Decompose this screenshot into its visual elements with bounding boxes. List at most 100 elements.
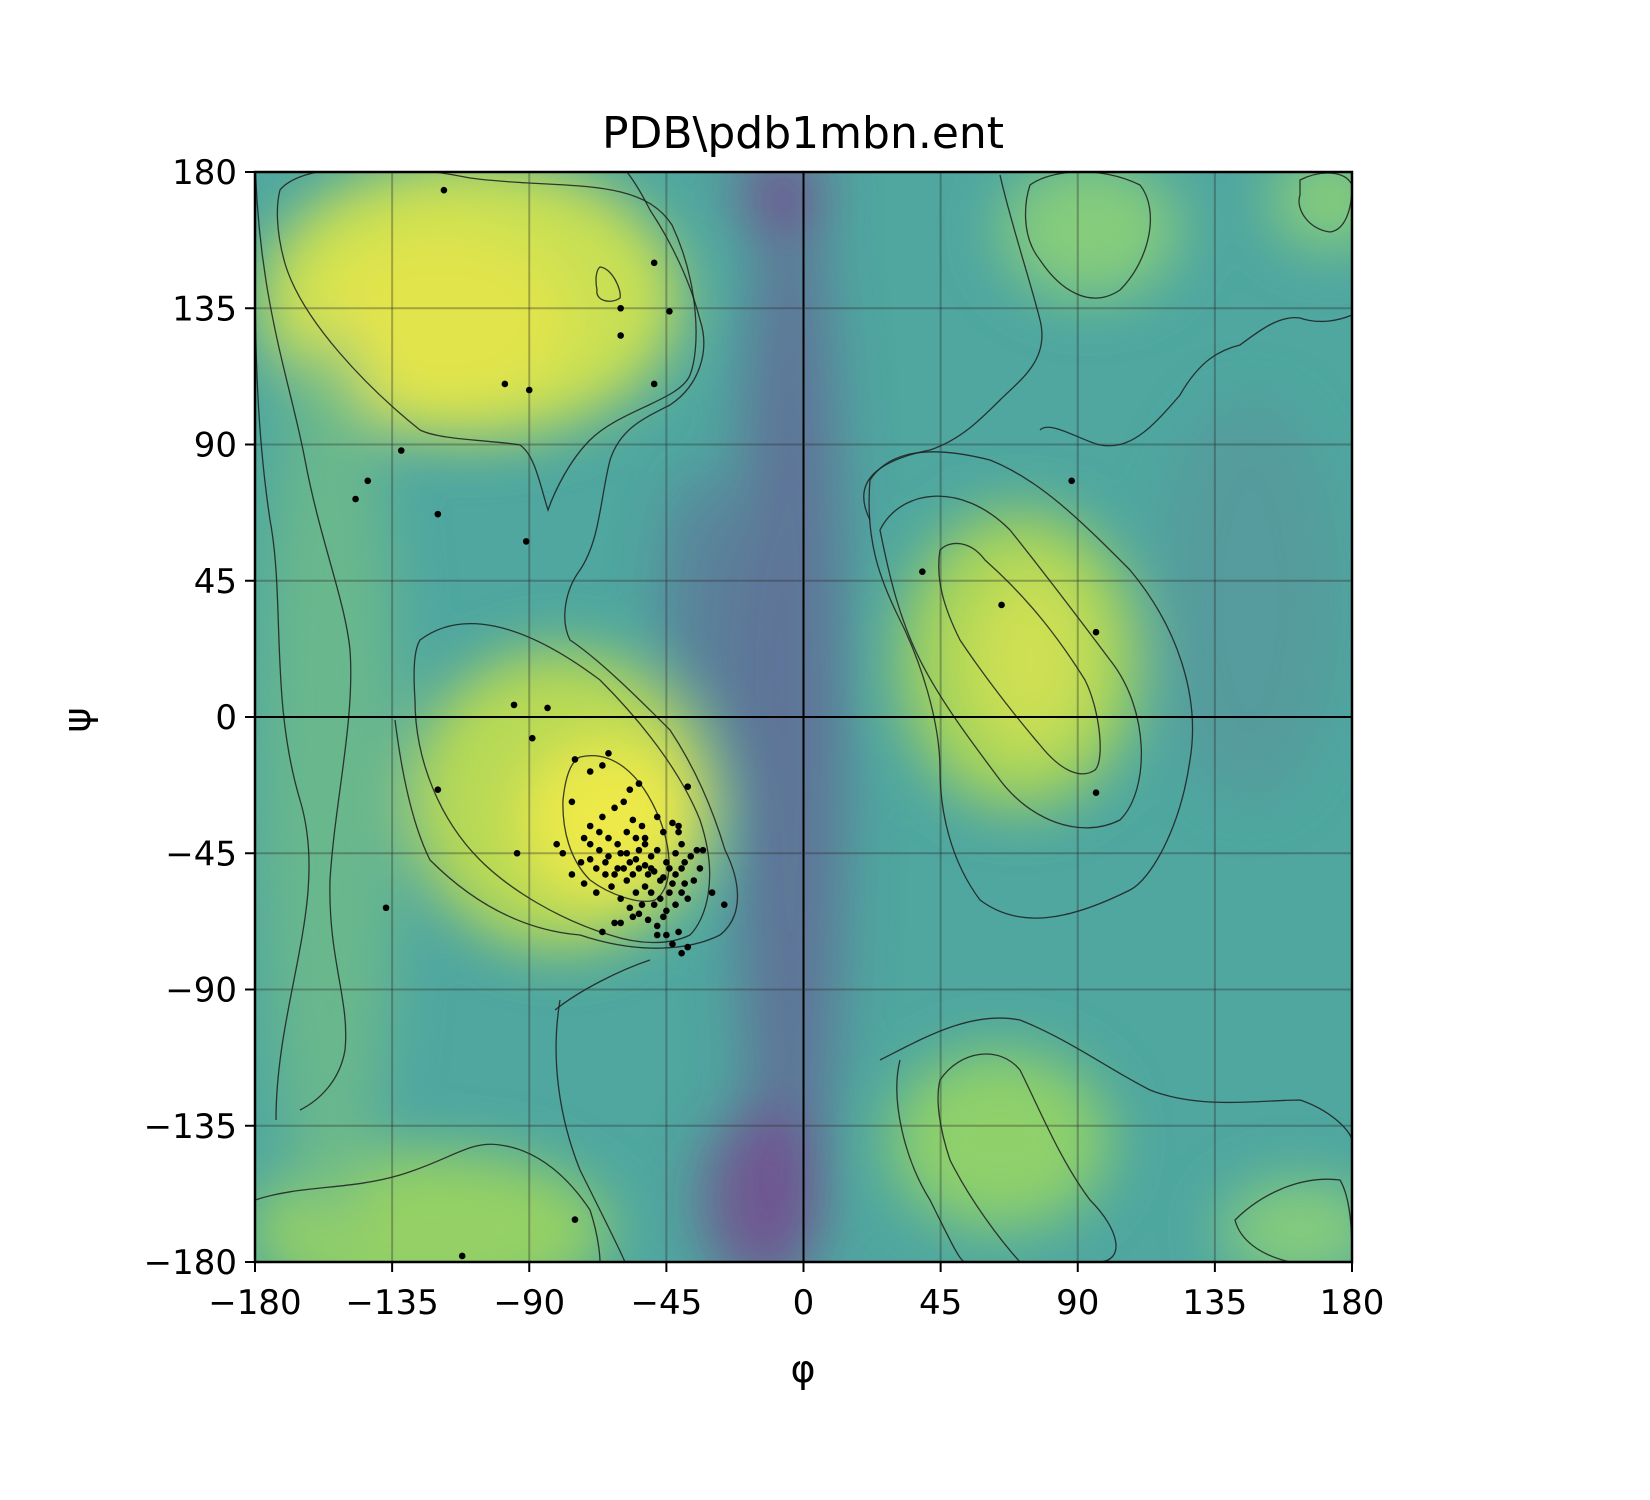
heat-low-top bbox=[735, 172, 825, 230]
grid-lines bbox=[255, 172, 1352, 1262]
contour-line-19 bbox=[554, 959, 651, 1011]
data-point-8 bbox=[397, 447, 405, 454]
data-point-13 bbox=[510, 701, 518, 709]
data-point-105 bbox=[635, 846, 643, 854]
data-point-36 bbox=[647, 852, 655, 860]
data-point-88 bbox=[678, 865, 685, 872]
data-point-103 bbox=[699, 846, 707, 854]
contour-line-10 bbox=[1039, 314, 1352, 447]
data-point-21 bbox=[571, 756, 579, 763]
data-point-111 bbox=[678, 840, 685, 848]
data-point-68 bbox=[635, 910, 643, 918]
y-tick-label-3: −45 bbox=[165, 834, 237, 874]
data-point-6 bbox=[501, 380, 509, 388]
data-point-38 bbox=[660, 828, 667, 836]
contour-line-6 bbox=[394, 172, 739, 949]
data-point-69 bbox=[644, 916, 652, 924]
data-point-82 bbox=[623, 849, 631, 857]
data-point-30 bbox=[620, 798, 628, 806]
data-point-120 bbox=[650, 901, 658, 909]
contour-line-4 bbox=[413, 623, 711, 944]
y-axis-label: ψ bbox=[55, 707, 99, 732]
data-point-96 bbox=[684, 943, 692, 951]
data-point-41 bbox=[684, 783, 692, 790]
data-point-51 bbox=[577, 859, 585, 866]
heat-alpha-core bbox=[520, 740, 700, 900]
data-point-99 bbox=[611, 919, 618, 927]
data-point-74 bbox=[684, 895, 692, 902]
data-point-80 bbox=[592, 889, 600, 896]
contour-line-0 bbox=[255, 259, 310, 1121]
x-tick-label-6: 90 bbox=[1056, 1283, 1099, 1323]
data-point-118 bbox=[602, 859, 609, 866]
data-point-101 bbox=[708, 889, 716, 896]
data-point-47 bbox=[614, 865, 621, 872]
data-point-17 bbox=[513, 849, 521, 857]
data-point-60 bbox=[663, 859, 670, 866]
data-point-115 bbox=[629, 816, 637, 824]
heat-low-band-3 bbox=[1160, 400, 1340, 800]
data-point-100 bbox=[599, 928, 606, 936]
data-point-97 bbox=[675, 928, 682, 936]
data-point-61 bbox=[672, 871, 679, 878]
data-point-78 bbox=[617, 919, 624, 927]
data-point-39 bbox=[669, 819, 676, 827]
data-point-107 bbox=[647, 865, 655, 872]
y-tick-label-8: 180 bbox=[172, 153, 237, 193]
y-tick-label-2: −90 bbox=[165, 971, 237, 1011]
x-axis-ticks: −180 −135 −90 −45 0 45 90 135 180 bbox=[208, 1262, 1384, 1323]
data-point-12 bbox=[522, 538, 530, 545]
heat-left-strip bbox=[260, 330, 400, 1230]
data-point-77 bbox=[629, 913, 637, 921]
data-point-32 bbox=[635, 780, 643, 787]
data-point-125 bbox=[998, 601, 1005, 609]
y-tick-label-6: 90 bbox=[194, 426, 237, 466]
data-point-119 bbox=[592, 865, 600, 872]
data-point-55 bbox=[617, 849, 624, 857]
data-point-56 bbox=[626, 859, 634, 866]
data-point-79 bbox=[602, 871, 609, 878]
y-tick-label-1: −135 bbox=[144, 1107, 237, 1147]
data-point-1 bbox=[650, 259, 658, 267]
chart-title: PDB\pdb1mbn.ent bbox=[602, 108, 1004, 159]
data-point-109 bbox=[666, 889, 673, 896]
data-point-73 bbox=[678, 889, 685, 896]
y-axis-ticks: −180 −135 −90 −45 0 45 90 135 180 bbox=[144, 153, 255, 1283]
density-heatmap bbox=[255, 172, 1352, 1262]
data-point-89 bbox=[614, 840, 621, 848]
data-point-24 bbox=[605, 750, 612, 757]
data-point-23 bbox=[599, 762, 606, 769]
data-point-7 bbox=[525, 386, 533, 394]
y-tick-label-5: 45 bbox=[194, 562, 237, 602]
data-point-63 bbox=[687, 852, 695, 860]
contour-line-14 bbox=[879, 1017, 1352, 1141]
data-point-93 bbox=[663, 931, 670, 939]
y-tick-label-4: 0 bbox=[215, 698, 237, 738]
data-point-98 bbox=[653, 931, 661, 939]
data-point-42 bbox=[666, 865, 673, 872]
data-point-76 bbox=[638, 901, 646, 909]
data-point-87 bbox=[669, 880, 676, 887]
contour-line-17 bbox=[896, 1059, 966, 1262]
data-point-10 bbox=[352, 495, 359, 503]
data-point-65 bbox=[608, 883, 615, 890]
data-point-16 bbox=[434, 786, 442, 793]
data-point-46 bbox=[623, 877, 631, 884]
data-point-0 bbox=[440, 186, 448, 194]
x-tick-label-8: 180 bbox=[1320, 1283, 1385, 1323]
data-point-113 bbox=[675, 822, 682, 830]
contour-line-15 bbox=[1234, 1178, 1352, 1262]
data-point-4 bbox=[617, 332, 624, 339]
contour-line-18 bbox=[255, 1143, 601, 1262]
x-tick-label-4: 0 bbox=[793, 1283, 815, 1323]
contour-line-13 bbox=[1298, 172, 1352, 233]
heat-corner-top-right bbox=[1270, 172, 1352, 250]
data-point-128 bbox=[1092, 789, 1100, 796]
contour-line-9 bbox=[868, 451, 1194, 919]
data-point-3 bbox=[666, 307, 673, 315]
data-point-26 bbox=[599, 813, 606, 821]
data-point-127 bbox=[1068, 477, 1075, 485]
data-point-86 bbox=[660, 874, 667, 881]
data-point-50 bbox=[586, 840, 594, 848]
